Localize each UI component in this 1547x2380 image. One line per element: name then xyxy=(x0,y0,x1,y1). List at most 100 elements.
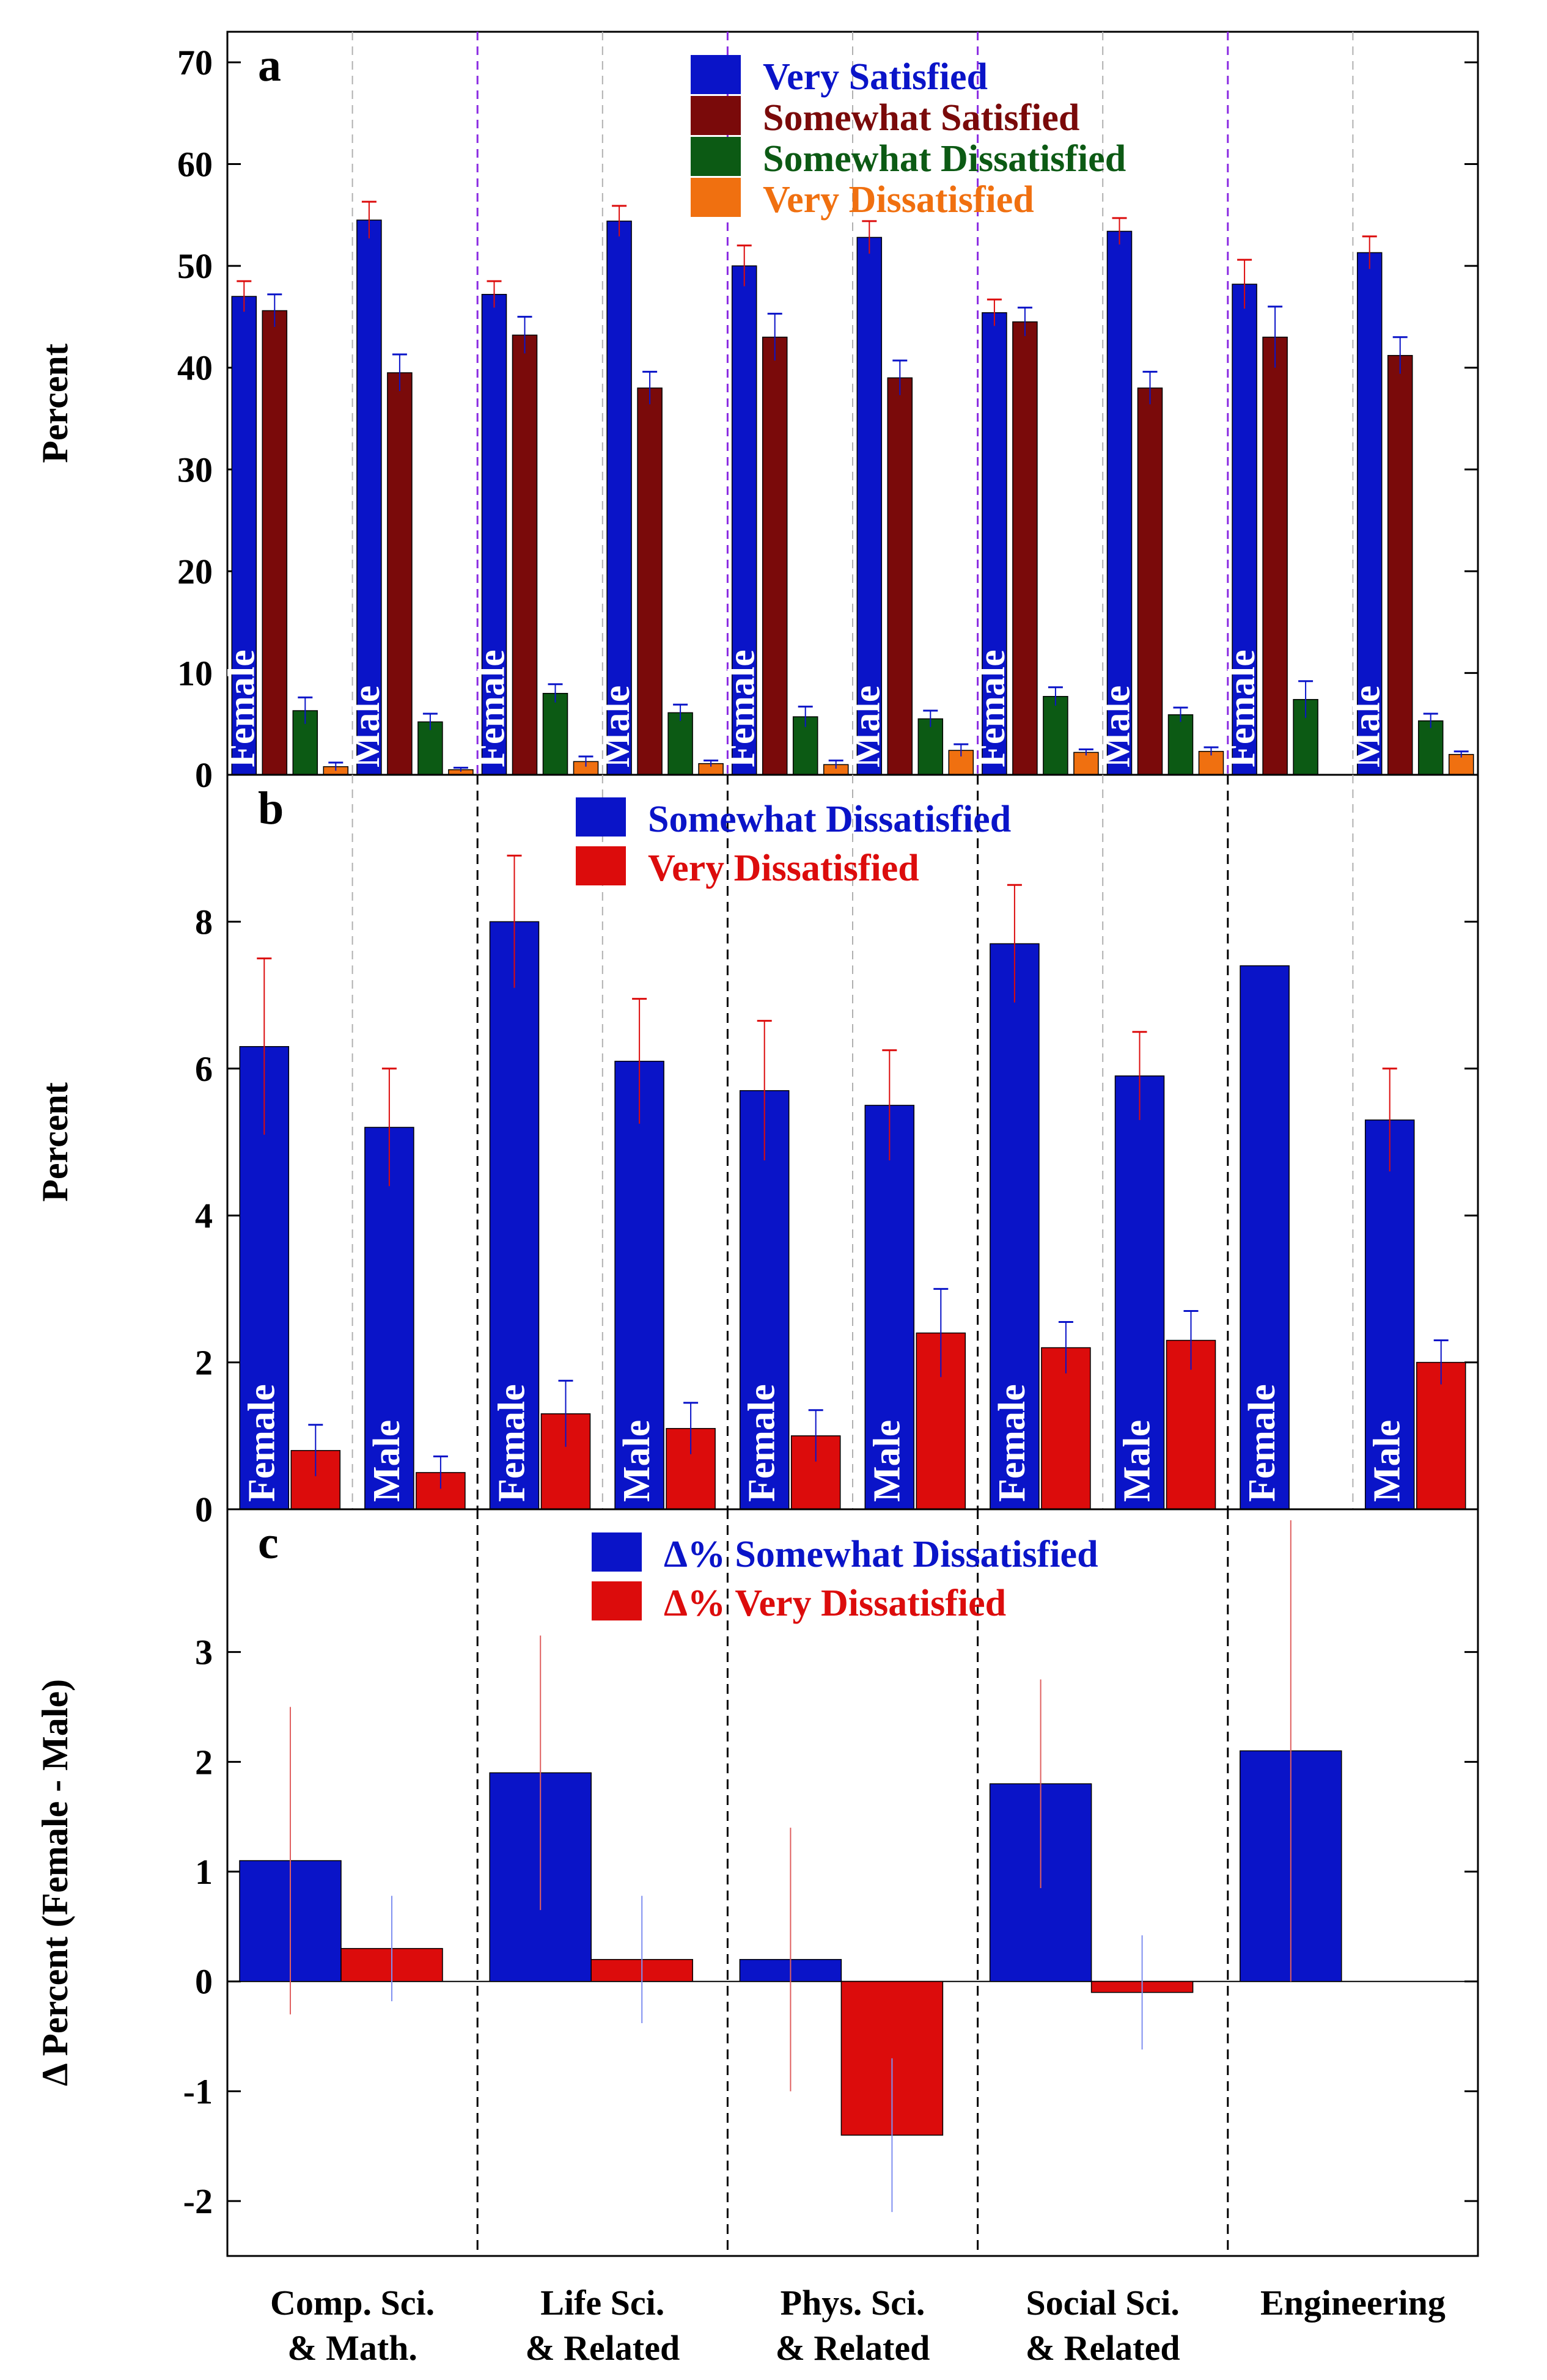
sex-label: Male xyxy=(616,1420,658,1502)
y-tick-label: 2 xyxy=(195,1343,213,1383)
bar xyxy=(1167,714,1194,775)
bar xyxy=(1043,695,1068,775)
bar xyxy=(731,265,757,775)
legend-swatch xyxy=(691,137,741,176)
sex-label: Female xyxy=(241,1384,282,1502)
legend-swatch xyxy=(592,1581,642,1620)
bar xyxy=(1012,321,1038,775)
sex-label: Female xyxy=(991,1384,1033,1502)
sex-label: Male xyxy=(866,1420,908,1502)
y-tick-label: -2 xyxy=(183,2181,213,2221)
bar xyxy=(1387,354,1413,775)
bar xyxy=(637,387,663,775)
bar xyxy=(417,721,443,775)
sex-label: Male xyxy=(1117,1420,1158,1502)
sex-label: Female xyxy=(471,650,513,767)
y-tick-label: 6 xyxy=(195,1049,213,1089)
bar xyxy=(762,336,788,775)
x-tick-label: & Related xyxy=(776,2328,930,2368)
bar xyxy=(1356,252,1383,775)
y-tick-label: 60 xyxy=(177,145,213,185)
sex-label: Male xyxy=(846,686,887,767)
legend-swatch xyxy=(691,96,741,135)
sex-label: Female xyxy=(1241,1384,1283,1502)
bar xyxy=(387,372,413,775)
bar xyxy=(1417,720,1444,775)
legend-swatch xyxy=(691,55,741,94)
legend-label: Somewhat Dissatisfied xyxy=(763,138,1126,180)
y-tick-label: 0 xyxy=(195,1490,213,1529)
y-tick-label: 30 xyxy=(177,450,213,489)
bar xyxy=(262,310,288,775)
bar xyxy=(512,334,538,775)
x-tick-label: Phys. Sci. xyxy=(781,2283,925,2323)
sex-label: Female xyxy=(721,650,763,767)
x-tick-label: & Math. xyxy=(287,2328,417,2368)
panel-a: 0 10 20 30 40 50 60 70 Percent a Female Male Female M… xyxy=(35,31,1479,795)
legend-label: Δ% Very Dissatisfied xyxy=(664,1583,1006,1624)
bar xyxy=(1137,387,1163,775)
legend-label: Somewhat Dissatisfied xyxy=(648,799,1011,840)
sex-label: Male xyxy=(1367,1420,1408,1502)
sex-label: Female xyxy=(741,1384,783,1502)
panel-c-frame xyxy=(226,1508,1479,2257)
bar xyxy=(1114,1075,1165,1510)
bar xyxy=(542,692,568,775)
panel-b: 0 2 4 6 8 Percent b Female Male Female Male Female M… xyxy=(35,774,1479,1529)
legend-label: Very Satisfied xyxy=(763,56,988,98)
bar xyxy=(1073,752,1099,775)
bar xyxy=(356,219,382,775)
sex-label: Male xyxy=(346,686,388,767)
sex-label: Female xyxy=(1221,650,1263,767)
bar xyxy=(887,377,913,775)
y-tick-label: 50 xyxy=(177,246,213,286)
panel-c: -2 -1 0 1 2 3 Δ Percent (Female - Male) c Comp. … xyxy=(35,1508,1479,2368)
y-tick-label: 4 xyxy=(195,1196,213,1236)
y-tick-label: 40 xyxy=(177,348,213,388)
y-tick-label: 0 xyxy=(195,755,213,795)
bar xyxy=(1041,1347,1091,1510)
y-axis-label: Percent xyxy=(35,1082,75,1201)
x-tick-label: Engineering xyxy=(1260,2283,1446,2323)
panel-letter: a xyxy=(258,40,281,91)
sex-label: Male xyxy=(366,1420,408,1502)
sex-label: Male xyxy=(596,686,638,767)
bar xyxy=(990,943,1040,1510)
y-tick-label: -1 xyxy=(183,2071,213,2111)
y-axis-label: Δ Percent (Female - Male) xyxy=(35,1679,75,2086)
legend-swatch xyxy=(691,178,741,217)
bar xyxy=(917,718,944,775)
legend-swatch xyxy=(576,846,626,885)
bar xyxy=(1240,965,1290,1510)
legend-label: Somewhat Satisfied xyxy=(763,97,1079,139)
sex-label: Female xyxy=(491,1384,533,1502)
y-axis-label: Percent xyxy=(35,343,75,463)
bar xyxy=(856,236,883,775)
bar xyxy=(489,921,540,1510)
sex-label: Male xyxy=(1097,686,1138,767)
legend: Δ% Somewhat Dissatisfied Δ% Very Dissatis… xyxy=(592,1532,1098,1624)
bar xyxy=(982,312,1007,775)
x-tick-label: & Related xyxy=(525,2328,680,2368)
y-tick-label: 3 xyxy=(195,1633,213,1672)
legend-label: Very Dissatisfied xyxy=(763,179,1034,221)
legend-label: Δ% Somewhat Dissatisfied xyxy=(664,1534,1098,1575)
sex-label: Female xyxy=(221,650,262,767)
x-tick-label: Social Sci. xyxy=(1026,2283,1180,2323)
y-tick-label: 70 xyxy=(177,43,213,82)
panel-letter: c xyxy=(258,1517,279,1569)
sex-label: Female xyxy=(971,650,1013,767)
y-tick-label: 10 xyxy=(177,653,213,693)
legend-swatch xyxy=(592,1532,642,1572)
y-tick-label: 8 xyxy=(195,902,213,942)
y-tick-label: 0 xyxy=(195,1962,213,2002)
panel-letter: b xyxy=(258,783,284,834)
legend-swatch xyxy=(576,797,626,837)
bar xyxy=(1416,1361,1466,1510)
x-tick-label: Life Sci. xyxy=(540,2283,664,2323)
legend-label: Very Dissatisfied xyxy=(648,848,919,889)
y-tick-label: 20 xyxy=(177,552,213,591)
x-tick-label: & Related xyxy=(1026,2328,1180,2368)
